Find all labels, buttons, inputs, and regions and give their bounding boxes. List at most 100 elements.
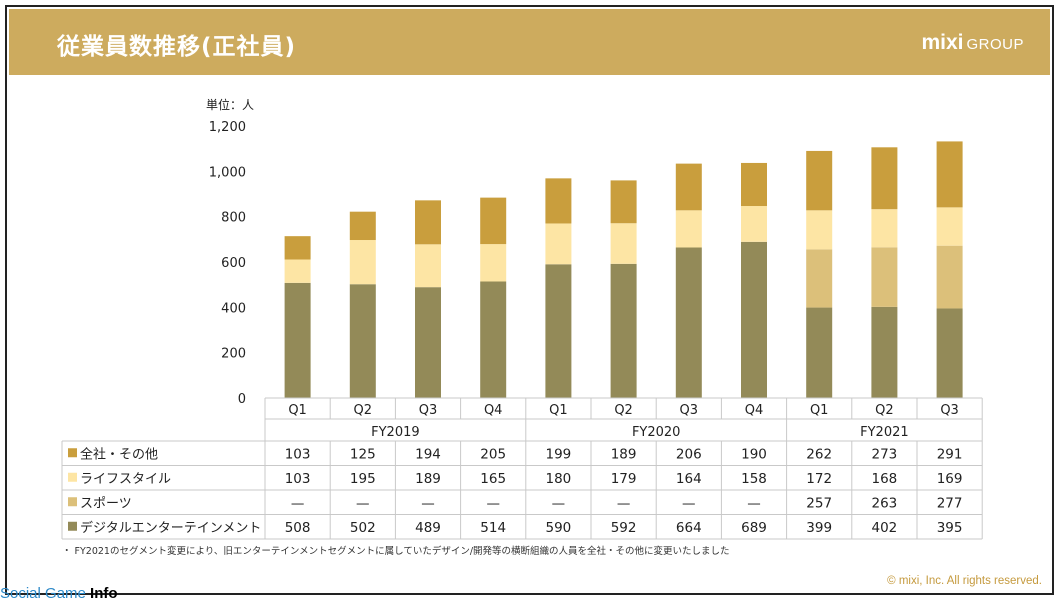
data-label: 502 xyxy=(350,520,376,536)
watermark: Social Game Info xyxy=(0,585,118,602)
data-label: 291 xyxy=(937,446,963,462)
bar-segment xyxy=(480,281,507,398)
x-tick-label: Q1 xyxy=(549,403,568,418)
unit-label: 単位：人 xyxy=(206,97,254,112)
x-tick-label: Q1 xyxy=(288,403,307,418)
x-tick-label: Q3 xyxy=(680,403,699,418)
bar-segment xyxy=(806,307,833,398)
data-label: 125 xyxy=(350,446,376,462)
bar-segment xyxy=(741,241,767,398)
brand-logo: mixi GROUP xyxy=(921,31,1024,55)
bar-segment xyxy=(610,180,637,224)
bar-segment xyxy=(545,223,572,265)
bar-segment xyxy=(741,162,767,207)
bar-segment xyxy=(349,240,376,285)
x-tick-label: Q2 xyxy=(354,403,373,418)
bar-segment xyxy=(871,306,898,398)
slide-header: 従業員数推移(正社員) mixi GROUP xyxy=(9,9,1050,75)
x-tick-label: Q3 xyxy=(940,403,959,418)
data-label: — xyxy=(291,495,305,511)
bar-segment xyxy=(545,178,572,224)
x-tick-label: Q3 xyxy=(419,403,438,418)
legend-label: デジタルエンターテインメント xyxy=(80,520,261,536)
data-label: 206 xyxy=(676,446,702,462)
x-tick-label: Q4 xyxy=(484,403,503,418)
data-label: 172 xyxy=(806,471,832,487)
brand-main: mixi xyxy=(921,31,964,54)
bar-segment xyxy=(415,287,441,398)
data-label: 508 xyxy=(285,520,311,536)
bar-segment xyxy=(806,150,833,211)
data-label: 180 xyxy=(546,471,572,487)
bar-segment xyxy=(415,244,441,288)
data-label: 103 xyxy=(285,446,311,462)
y-tick-label: 400 xyxy=(221,301,246,316)
legend-label: 全社・その他 xyxy=(80,446,158,462)
data-label: — xyxy=(747,495,761,511)
bar-segment xyxy=(610,223,637,264)
data-label: 402 xyxy=(872,520,898,536)
data-label: 263 xyxy=(872,495,898,511)
bar-segment xyxy=(871,147,898,210)
bar-segment xyxy=(610,263,637,398)
bar-segment xyxy=(349,211,376,241)
bar-segment xyxy=(741,206,767,242)
data-label: 689 xyxy=(741,520,767,536)
data-label: 194 xyxy=(415,446,441,462)
bar-segment xyxy=(284,282,311,398)
y-tick-label: 200 xyxy=(221,347,246,362)
footnote: ・ FY2021のセグメント変更により、旧エンターテインメントセグメントに属して… xyxy=(62,546,730,557)
data-label: — xyxy=(486,495,500,511)
data-label: 189 xyxy=(415,471,441,487)
bar-segment xyxy=(675,210,702,248)
bar-segment xyxy=(871,209,898,248)
slide-title: 従業員数推移(正社員) xyxy=(57,34,297,60)
y-tick-label: 600 xyxy=(221,256,246,271)
data-label: — xyxy=(682,495,696,511)
data-label: 592 xyxy=(611,520,637,536)
bar-segment xyxy=(936,207,963,246)
legend-label: ライフスタイル xyxy=(80,472,171,487)
x-tick-label: Q1 xyxy=(810,403,829,418)
data-label: 103 xyxy=(285,471,311,487)
group-label: FY2020 xyxy=(632,425,681,440)
x-tick-label: Q2 xyxy=(614,403,633,418)
data-label: 514 xyxy=(480,520,506,536)
data-label: 158 xyxy=(741,471,767,487)
data-label: 273 xyxy=(872,446,898,462)
data-label: 164 xyxy=(676,471,702,487)
data-label: 257 xyxy=(806,495,832,511)
data-label: 262 xyxy=(806,446,832,462)
group-label: FY2019 xyxy=(371,425,420,440)
data-label: 277 xyxy=(937,495,963,511)
y-tick-label: 1,200 xyxy=(209,120,246,135)
bar-segment xyxy=(806,210,833,250)
data-label: 205 xyxy=(480,446,506,462)
data-label: — xyxy=(356,495,370,511)
data-label: 168 xyxy=(872,471,898,487)
data-label: — xyxy=(552,495,566,511)
legend-swatch xyxy=(68,472,77,482)
y-tick-label: 1,000 xyxy=(209,165,246,180)
watermark-text: Social Game xyxy=(0,585,91,602)
legend-swatch xyxy=(68,448,77,458)
legend-swatch xyxy=(68,497,77,507)
bar-segment xyxy=(936,141,963,208)
bar-segment xyxy=(806,249,833,308)
data-label: 590 xyxy=(546,520,572,536)
bar-segment xyxy=(936,245,963,309)
y-tick-label: 0 xyxy=(238,392,246,407)
bar-segment xyxy=(480,244,507,282)
bar-segment xyxy=(871,247,898,307)
bar-segment xyxy=(349,284,376,398)
bar-segment xyxy=(675,163,702,211)
x-tick-label: Q2 xyxy=(875,403,894,418)
bar-segment xyxy=(675,247,702,398)
copyright: © mixi, Inc. All rights reserved. xyxy=(887,575,1042,587)
data-label: — xyxy=(421,495,435,511)
group-label: FY2021 xyxy=(860,425,909,440)
x-tick-label: Q4 xyxy=(745,403,764,418)
data-label: 195 xyxy=(350,471,376,487)
data-label: 179 xyxy=(611,471,637,487)
data-label: 199 xyxy=(546,446,572,462)
